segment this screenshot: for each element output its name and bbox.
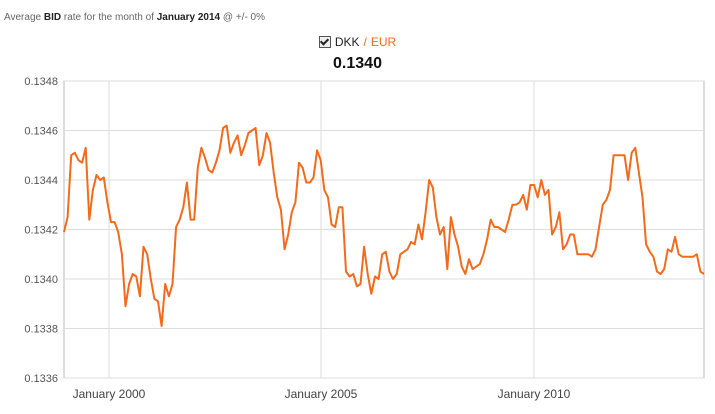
caption-suffix: @ +/- 0% [222,12,265,23]
legend: DKK / EUR 0.1340 [0,35,715,73]
caption-prefix: Average [4,12,42,23]
x-tick-label: January 2005 [285,387,358,401]
x-tick-label: January 2010 [498,387,571,401]
legend-item-dkk-eur[interactable]: DKK / EUR [318,35,397,49]
chart-caption: Average BID rate for the month of Januar… [4,12,265,23]
x-tick-label: January 2000 [73,387,146,401]
series-line-dkk-eur [63,124,705,327]
y-tick-label: 0.1346 [24,126,58,138]
caption-month: January 2014 [156,12,221,23]
y-tick-label: 0.1342 [24,225,58,237]
y-tick-label: 0.1338 [24,324,58,336]
series-checkbox[interactable] [318,36,331,48]
current-rate-value: 0.1340 [333,55,382,72]
caption-mid: rate for the month of [63,12,154,23]
y-tick-label: 0.1344 [24,175,58,187]
y-tick-label: 0.1336 [24,373,58,385]
legend-quote-currency: EUR [370,35,397,49]
legend-separator: / [363,35,367,49]
y-tick-label: 0.1340 [24,274,58,286]
legend-base-currency: DKK [334,35,360,49]
caption-bid: BID [43,12,62,23]
y-tick-label: 0.1348 [24,76,58,88]
